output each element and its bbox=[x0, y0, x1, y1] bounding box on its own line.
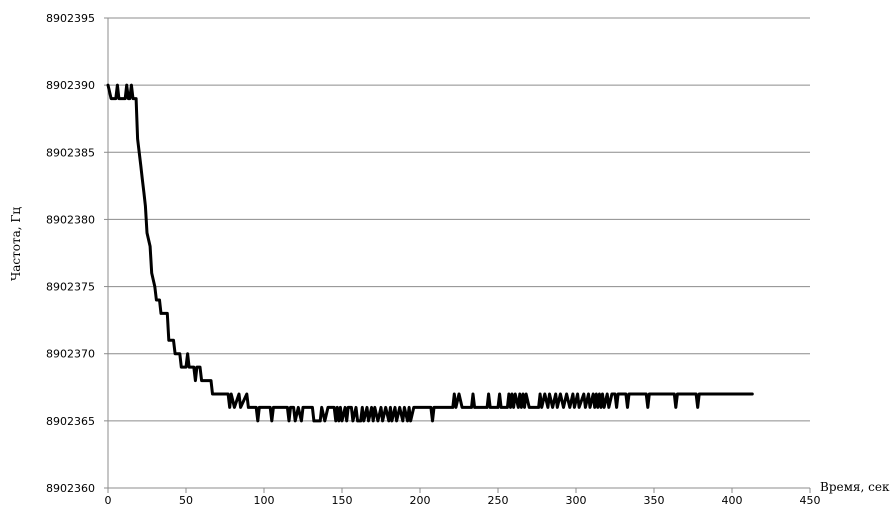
x-tick-label: 250 bbox=[488, 494, 509, 507]
series-layer bbox=[106, 83, 754, 423]
y-tick-label: 8902370 bbox=[46, 348, 95, 361]
x-tick-label: 0 bbox=[105, 494, 112, 507]
x-tick-label: 150 bbox=[332, 494, 353, 507]
y-tick-label: 8902375 bbox=[46, 281, 95, 294]
series-line bbox=[106, 83, 754, 423]
x-tick-label: 300 bbox=[566, 494, 587, 507]
x-tick-label: 200 bbox=[410, 494, 431, 507]
x-tick-labels: 0 50 100 150 200 250 300 350 400 450 bbox=[105, 494, 821, 507]
axes bbox=[107, 18, 811, 493]
y-tick-label: 8902380 bbox=[46, 213, 95, 226]
y-tick-label: 8902385 bbox=[46, 146, 95, 159]
x-tick-label: 450 bbox=[800, 494, 821, 507]
y-tick-label: 8902360 bbox=[46, 482, 95, 495]
x-tick-label: 100 bbox=[254, 494, 275, 507]
y-axis-title: Частота, Гц bbox=[9, 207, 23, 281]
y-tick-label: 8902390 bbox=[46, 79, 95, 92]
x-tick-label: 50 bbox=[179, 494, 193, 507]
gridlines bbox=[104, 17, 810, 489]
y-tick-label: 8902395 bbox=[46, 12, 95, 25]
y-tick-label: 8902365 bbox=[46, 415, 95, 428]
x-axis-title: Время, сек bbox=[820, 480, 890, 494]
x-tick-label: 350 bbox=[644, 494, 665, 507]
y-tick-labels: 8902360 8902365 8902370 8902375 8902380 89023… bbox=[46, 12, 95, 495]
x-tick-label: 400 bbox=[722, 494, 743, 507]
